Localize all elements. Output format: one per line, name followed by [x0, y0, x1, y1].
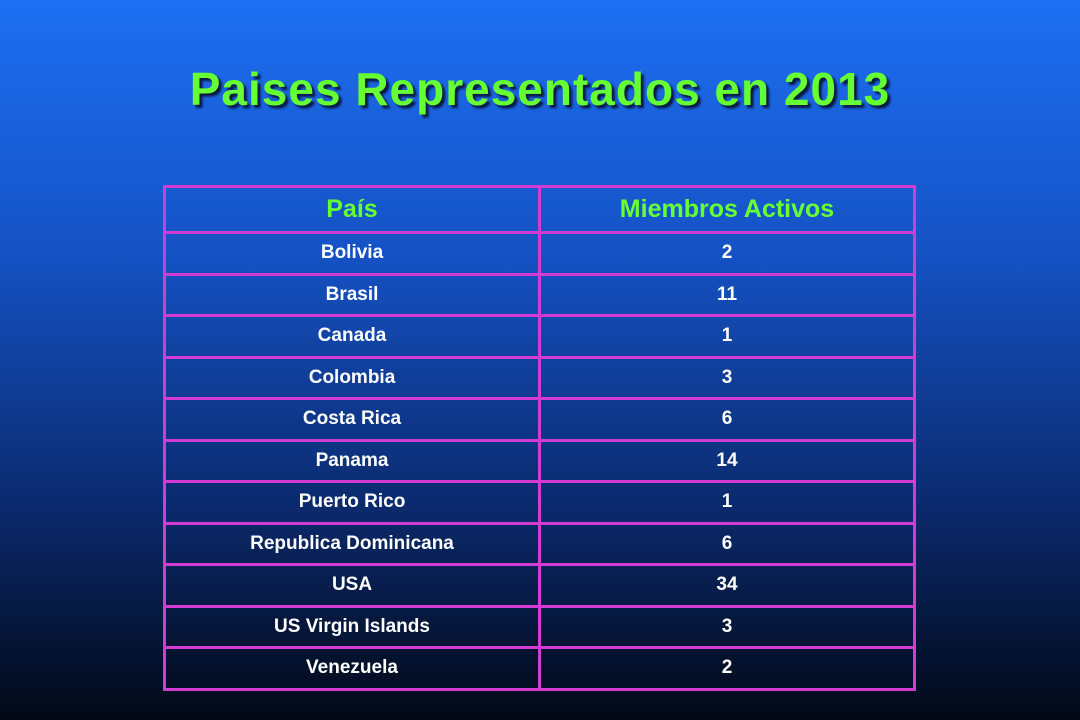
table-row: Costa Rica 6	[163, 397, 916, 442]
members-cell: 11	[538, 272, 916, 317]
members-cell: 3	[538, 604, 916, 649]
members-cell: 34	[538, 563, 916, 608]
members-cell: 3	[538, 355, 916, 400]
country-cell: Costa Rica	[163, 397, 541, 442]
table-row: Canada 1	[163, 314, 916, 359]
country-cell: Panama	[163, 438, 541, 483]
country-cell: Bolivia	[163, 231, 541, 276]
table-row: Brasil 11	[163, 272, 916, 317]
members-cell: 14	[538, 438, 916, 483]
members-cell: 2	[538, 231, 916, 276]
column-header: País	[163, 185, 541, 234]
table-row: Venezuela 2	[163, 646, 916, 691]
table-row: USA 34	[163, 563, 916, 608]
country-cell: Republica Dominicana	[163, 521, 541, 566]
members-cell: 2	[538, 646, 916, 691]
table-body: Bolivia 2 Brasil 11 Canada 1 Colombia 3 Costa Ri…	[163, 231, 916, 691]
table-row: Puerto Rico 1	[163, 480, 916, 525]
table-row: Panama 14	[163, 438, 916, 483]
members-cell: 6	[538, 521, 916, 566]
country-cell: Colombia	[163, 355, 541, 400]
column-header: Miembros Activos	[538, 185, 916, 234]
table-row: Republica Dominicana 6	[163, 521, 916, 566]
table-row: Bolivia 2	[163, 231, 916, 276]
members-cell: 6	[538, 397, 916, 442]
country-cell: Brasil	[163, 272, 541, 317]
table-row: US Virgin Islands 3	[163, 604, 916, 649]
country-cell: Canada	[163, 314, 541, 359]
country-cell: US Virgin Islands	[163, 604, 541, 649]
members-table: País Miembros Activos Bolivia 2 Brasil 11 Can…	[163, 185, 916, 691]
table-head: País Miembros Activos	[163, 185, 916, 234]
header-row: País Miembros Activos	[163, 185, 916, 234]
country-cell: USA	[163, 563, 541, 608]
members-cell: 1	[538, 480, 916, 525]
members-cell: 1	[538, 314, 916, 359]
country-cell: Venezuela	[163, 646, 541, 691]
slide-title: Paises Representados en 2013	[189, 63, 891, 115]
country-cell: Puerto Rico	[163, 480, 541, 525]
table-row: Colombia 3	[163, 355, 916, 400]
